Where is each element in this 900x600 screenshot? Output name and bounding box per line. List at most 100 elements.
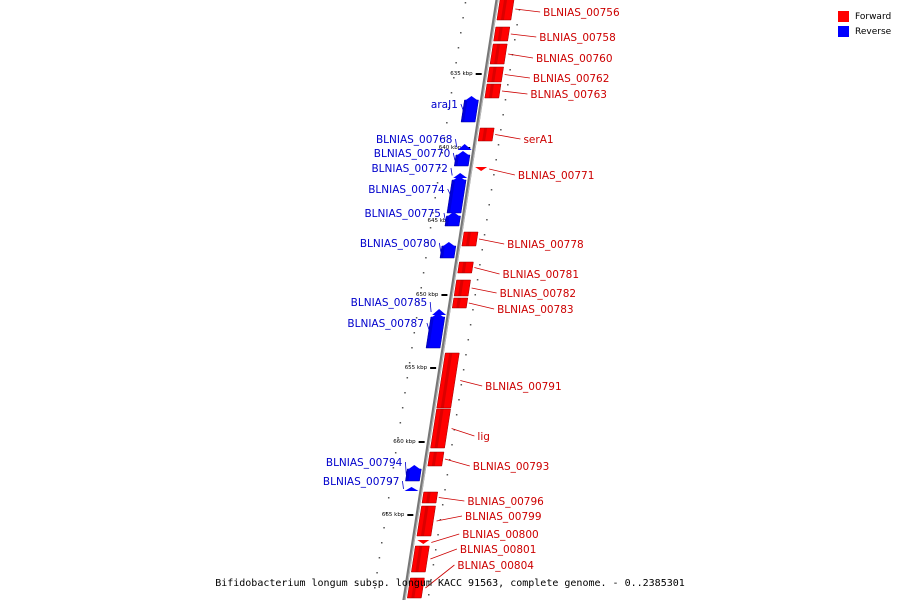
guide-dot (455, 414, 458, 416)
forward-gene-label-leader (508, 53, 534, 59)
reverse-gene-arrow (453, 173, 468, 178)
legend-forward: Forward (838, 9, 891, 24)
guide-dot (411, 347, 413, 349)
forward-gene-label: BLNIAS_00756 (543, 7, 620, 19)
guide-dot (474, 294, 477, 296)
forward-gene-block[interactable] (453, 279, 471, 297)
reverse-gene-tip (441, 242, 456, 247)
reverse-gene-label: BLNIAS_00794 (326, 457, 403, 469)
forward-gene-label-leader (489, 168, 515, 176)
guide-dot (392, 467, 395, 469)
reverse-gene-tip (464, 96, 479, 101)
forward-gene-label: lig (477, 431, 490, 443)
forward-gene-block[interactable] (430, 408, 451, 449)
guide-dot (408, 362, 411, 364)
reverse-gene-label: BLNIAS_00774 (368, 184, 445, 196)
forward-gene-label-leader (474, 267, 500, 275)
forward-gene-label: BLNIAS_00771 (518, 170, 595, 182)
forward-gene-label: BLNIAS_00796 (467, 496, 544, 508)
forward-gene-arrow (417, 540, 430, 544)
reverse-gene-block[interactable] (425, 316, 446, 349)
guide-dot (493, 174, 495, 176)
forward-gene-block[interactable] (484, 83, 502, 99)
reverse-gene-label-leader (455, 138, 458, 148)
forward-gene-block[interactable] (496, 0, 515, 21)
reverse-gene-block[interactable] (439, 245, 457, 259)
forward-swatch (838, 11, 849, 22)
forward-gene-label: BLNIAS_00782 (500, 288, 577, 300)
guide-dot (462, 369, 465, 371)
guide-dot (444, 489, 446, 491)
reverse-gene-label-leader (447, 188, 452, 197)
guide-dot (446, 474, 449, 476)
reverse-gene-label: BLNIAS_00780 (360, 238, 437, 250)
genome-caption: Bifidobacterium longum subsp. longum KAC… (215, 578, 685, 589)
guide-dot (390, 482, 392, 484)
forward-gene-block[interactable] (461, 231, 479, 247)
guide-dot (399, 422, 402, 424)
reverse-gene-label: BLNIAS_00775 (364, 208, 441, 220)
forward-gene-block[interactable] (427, 451, 445, 467)
reverse-gene-tip (455, 151, 470, 156)
guide-dot (460, 384, 463, 386)
forward-gene-label: BLNIAS_00760 (536, 53, 613, 65)
reverse-gene-label-leader (460, 103, 464, 112)
guide-dot (387, 497, 390, 499)
forward-gene-block[interactable] (421, 491, 439, 504)
guide-dot (472, 309, 474, 311)
forward-gene-arrow (475, 167, 488, 171)
reverse-gene-block[interactable] (405, 468, 422, 482)
forward-gene-label-leader (478, 238, 505, 245)
forward-gene-block[interactable] (486, 66, 504, 83)
guide-dot (415, 317, 418, 319)
guide-dot (486, 219, 488, 221)
guide-dot (437, 534, 439, 536)
reverse-gene-arrow (404, 487, 419, 491)
forward-gene-block[interactable] (489, 43, 508, 65)
guide-dot (507, 84, 509, 86)
forward-gene-label-leader (510, 33, 537, 38)
guide-dot (378, 557, 381, 559)
guide-dot (374, 587, 376, 589)
forward-gene-block[interactable] (457, 261, 474, 274)
tick-label: 650 kbp (416, 292, 439, 298)
guide-dot (458, 399, 460, 401)
guide-dot (509, 69, 511, 71)
chromosome-axis-highlight (404, 0, 499, 600)
reverse-gene-block[interactable] (460, 99, 479, 123)
forward-gene-block[interactable] (477, 127, 495, 142)
forward-gene-block[interactable] (451, 297, 469, 309)
forward-gene-label: BLNIAS_00793 (473, 461, 550, 473)
forward-gene-block[interactable] (407, 577, 425, 599)
reverse-gene-label-leader (402, 480, 404, 490)
forward-gene-label: serA1 (523, 134, 553, 146)
forward-gene-label: BLNIAS_00762 (533, 73, 610, 85)
guide-dot (397, 437, 399, 439)
guide-dot (430, 579, 432, 581)
guide-dot (455, 62, 457, 64)
reverse-gene-label-leader (404, 461, 407, 476)
guide-dot (422, 272, 425, 274)
forward-gene-label: BLNIAS_00801 (460, 544, 537, 556)
reverse-gene-label-leader (452, 152, 456, 161)
forward-gene-block[interactable] (493, 26, 511, 42)
reverse-gene-block[interactable] (453, 154, 471, 167)
reverse-gene-label: BLNIAS_00768 (376, 134, 453, 146)
reverse-gene-arrow (432, 309, 447, 315)
guide-dot (465, 354, 467, 356)
tick-label: 645 kbp (427, 218, 450, 224)
reverse-gene-label: araJ1 (431, 99, 458, 111)
forward-gene-block[interactable] (416, 505, 436, 537)
reverse-gene-label: BLNIAS_00770 (374, 148, 451, 160)
guide-dot (401, 407, 404, 409)
forward-gene-block[interactable] (411, 545, 430, 573)
reverse-gene-block[interactable] (444, 215, 461, 227)
guide-dot (428, 594, 430, 596)
chromosome-axis (402, 0, 499, 600)
reverse-gene-label-leader (443, 212, 446, 222)
forward-gene-block[interactable] (436, 352, 460, 409)
forward-gene-label: BLNIAS_00763 (530, 89, 607, 101)
guide-dot (406, 377, 409, 379)
reverse-label: Reverse (855, 26, 892, 37)
